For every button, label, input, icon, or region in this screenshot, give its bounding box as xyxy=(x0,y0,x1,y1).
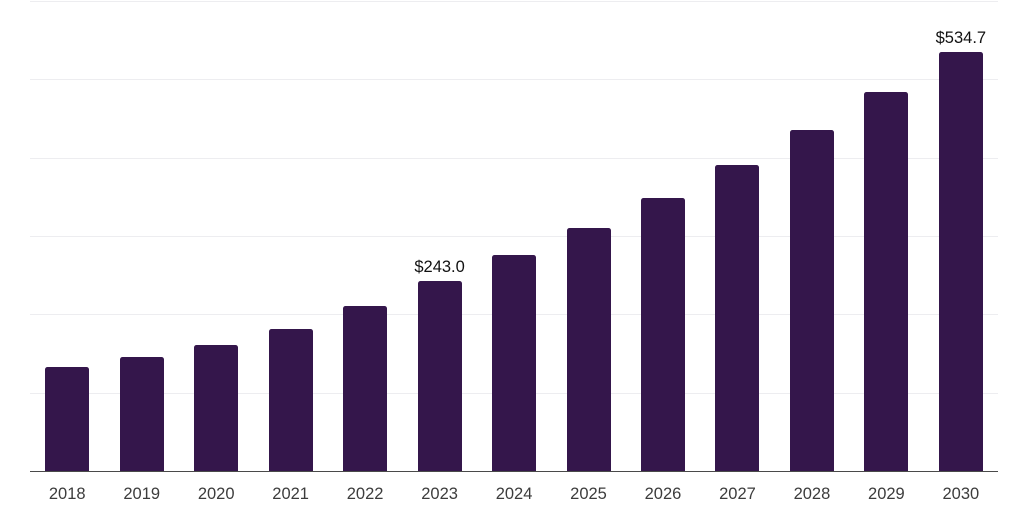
bar-band-2029 xyxy=(849,1,923,471)
bar-2021 xyxy=(268,328,313,471)
bar-band-2023: $243.0 xyxy=(402,1,476,471)
bar-band-2028 xyxy=(775,1,849,471)
x-tick-label-2021: 2021 xyxy=(272,484,309,503)
value-label-2023: $243.0 xyxy=(414,257,465,276)
bar-2019 xyxy=(119,357,164,471)
x-tick-label-2025: 2025 xyxy=(570,484,607,503)
bar-band-2026 xyxy=(626,1,700,471)
value-label-2030: $534.7 xyxy=(935,29,987,48)
gridline xyxy=(30,1,998,2)
bar-2020 xyxy=(194,345,239,471)
x-tick-label-2028: 2028 xyxy=(793,484,831,503)
x-tick-label-2019: 2019 xyxy=(123,484,161,503)
bar-2024 xyxy=(492,255,537,471)
bar-2025 xyxy=(566,228,611,471)
bar-band-2022 xyxy=(328,1,402,471)
x-tick-label-2029: 2029 xyxy=(868,484,905,503)
x-tick-label-2024: 2024 xyxy=(495,484,533,503)
bar-band-2019 xyxy=(104,1,178,471)
bar-2030 xyxy=(938,52,983,471)
bar-band-2025 xyxy=(551,1,625,471)
bar-band-2024 xyxy=(477,1,551,471)
bar-band-2030: $534.7 xyxy=(924,1,998,471)
x-tick-label-2018: 2018 xyxy=(48,484,86,503)
bars-container: $243.0 $534.7 xyxy=(30,1,998,471)
bar-2018 xyxy=(45,367,90,471)
bar-2023 xyxy=(417,280,462,471)
gridline xyxy=(30,79,998,81)
bar-band-2018 xyxy=(30,1,104,471)
gridline xyxy=(30,157,998,159)
gridline xyxy=(30,236,998,237)
x-axis-labels: 2018 2019 2020 2021 2022 2023 2024 2025 2026 2027… xyxy=(30,473,998,504)
bar-2022 xyxy=(343,305,388,471)
x-tick-label-2023: 2023 xyxy=(421,484,458,503)
x-tick-label-2020: 2020 xyxy=(197,484,235,503)
bar-2028 xyxy=(789,129,834,471)
bar-2027 xyxy=(715,165,760,471)
bar-2026 xyxy=(640,197,685,471)
bar-band-2027 xyxy=(700,1,774,471)
x-tick-label-2030: 2030 xyxy=(942,484,980,503)
x-tick-label-2026: 2026 xyxy=(644,484,682,503)
plot-area: $243.0 $534.7 xyxy=(30,1,998,472)
bar-2029 xyxy=(864,92,909,471)
bar-band-2020 xyxy=(179,1,253,471)
bar-band-2021 xyxy=(253,1,327,471)
x-tick-label-2027: 2027 xyxy=(719,484,756,503)
x-tick-label-2022: 2022 xyxy=(346,484,384,503)
